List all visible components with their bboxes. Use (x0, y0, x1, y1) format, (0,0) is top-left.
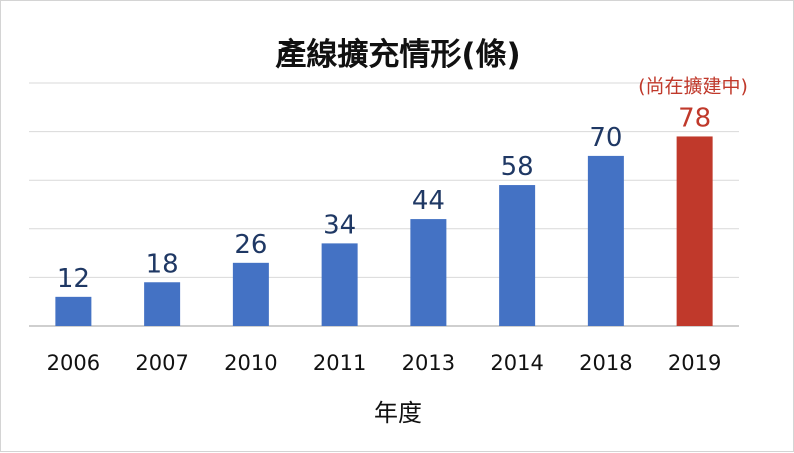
value-label-2011: 34 (323, 210, 356, 240)
bar-2006 (55, 296, 92, 326)
value-label-2006: 12 (57, 264, 90, 294)
bar-2007 (144, 282, 181, 326)
bar-2011 (321, 243, 358, 326)
x-tick-labels: 2006 2007 2010 2011 2013 2014 2018 2019 (47, 351, 722, 375)
x-tick-label: 2019 (668, 351, 721, 375)
gridlines (29, 82, 739, 327)
x-tick-label: 2014 (490, 351, 543, 375)
under-construction-annotation: (尚在擴建中) (638, 75, 748, 97)
x-axis-label: 年度 (374, 399, 422, 427)
chart-title: 產線擴充情形(條) (275, 37, 521, 73)
x-tick-label: 2007 (135, 351, 188, 375)
value-label-2018: 70 (589, 123, 622, 153)
x-tick-label: 2013 (402, 351, 455, 375)
value-label-2013: 44 (412, 186, 445, 216)
bar-2014 (499, 185, 536, 326)
value-label-2014: 58 (501, 152, 534, 182)
value-label-2007: 18 (146, 249, 179, 279)
annotations: (尚在擴建中) (638, 75, 748, 97)
bar-2019 (676, 136, 713, 326)
bar-2013 (410, 219, 447, 326)
value-label-2010: 26 (234, 230, 267, 260)
x-tick-label: 2006 (47, 351, 100, 375)
bars (55, 136, 713, 326)
x-tick-label: 2011 (313, 351, 366, 375)
value-label-2019: 78 (678, 103, 711, 133)
x-tick-label: 2010 (224, 351, 277, 375)
value-labels: 12 18 26 34 44 58 70 78 (57, 103, 711, 293)
bar-2010 (232, 262, 269, 326)
x-tick-label: 2018 (579, 351, 632, 375)
bar-2018 (587, 155, 624, 326)
